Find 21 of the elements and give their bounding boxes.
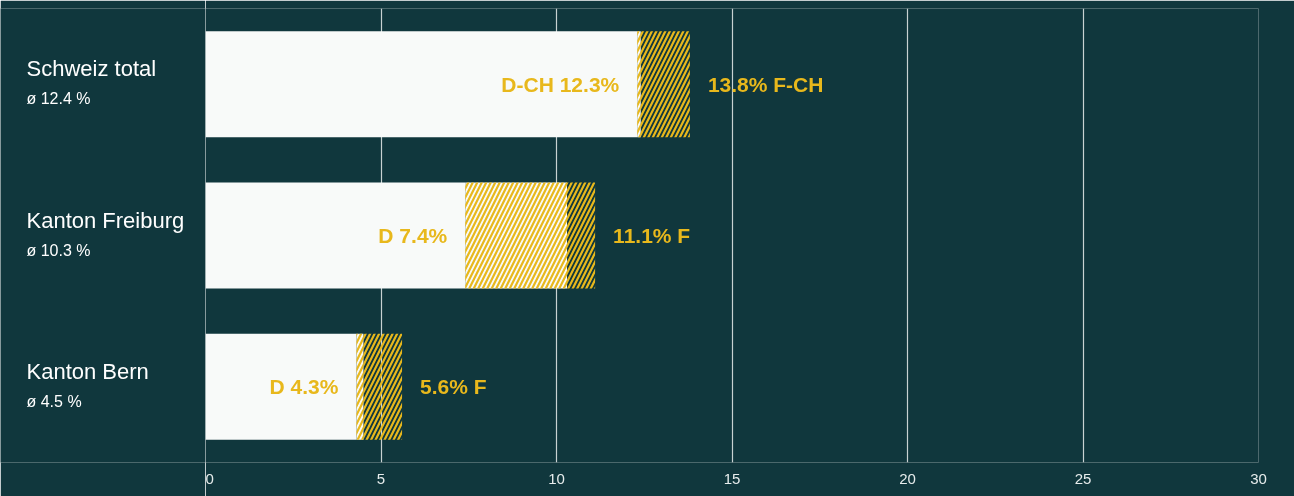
x-tick-label: 15 xyxy=(723,469,741,487)
category-label: Schweiz total ø 12.4 % xyxy=(26,56,157,108)
bar xyxy=(363,333,403,440)
data-label: D 4.3% xyxy=(269,375,339,399)
x-tick-label: 5 xyxy=(376,469,386,487)
x-tick-label: 20 xyxy=(899,469,916,487)
total-label: 11.1% F xyxy=(613,224,691,247)
x-tick-label: 30 xyxy=(1250,469,1267,487)
bar xyxy=(205,31,638,138)
bar xyxy=(640,31,690,138)
category-label: Kanton Bern ø 4.5 % xyxy=(26,358,149,410)
bar xyxy=(205,333,357,440)
data-label: D-CH 12.3% xyxy=(501,72,620,96)
x-tick-label: 10 xyxy=(548,469,565,487)
x-tick-label: 25 xyxy=(1074,469,1092,487)
total-label: 5.6% F xyxy=(420,375,487,399)
bar xyxy=(567,182,596,289)
data-label: D 7.4% xyxy=(378,224,448,247)
category-label: Kanton Freiburg ø 10.3 % xyxy=(26,207,185,259)
bar xyxy=(205,182,466,289)
x-tick-label: 0 xyxy=(205,469,214,487)
